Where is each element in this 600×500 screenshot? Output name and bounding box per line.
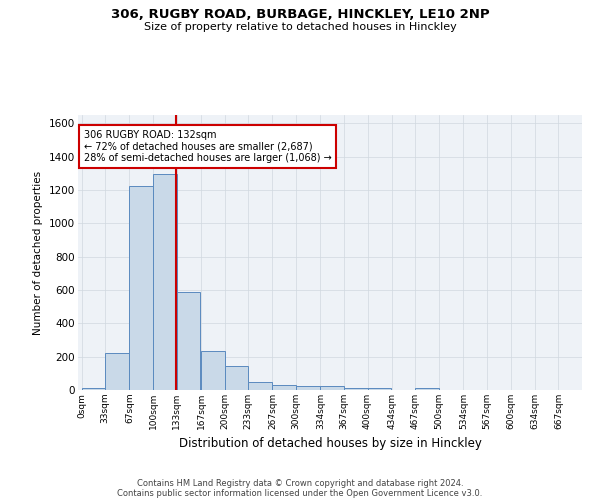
Text: Size of property relative to detached houses in Hinckley: Size of property relative to detached ho… <box>143 22 457 32</box>
Bar <box>320 386 344 390</box>
Bar <box>272 385 296 390</box>
Bar <box>296 386 320 390</box>
Text: Contains HM Land Registry data © Crown copyright and database right 2024.: Contains HM Land Registry data © Crown c… <box>137 478 463 488</box>
Bar <box>105 353 129 390</box>
Bar <box>368 388 391 390</box>
Text: 306, RUGBY ROAD, BURBAGE, HINCKLEY, LE10 2NP: 306, RUGBY ROAD, BURBAGE, HINCKLEY, LE10… <box>110 8 490 20</box>
Bar <box>224 366 248 390</box>
Bar <box>82 388 105 390</box>
Bar <box>248 382 272 390</box>
Text: Contains public sector information licensed under the Open Government Licence v3: Contains public sector information licen… <box>118 488 482 498</box>
Bar <box>344 388 368 390</box>
Bar <box>153 174 176 390</box>
Bar <box>201 352 224 390</box>
Text: 306 RUGBY ROAD: 132sqm
← 72% of detached houses are smaller (2,687)
28% of semi-: 306 RUGBY ROAD: 132sqm ← 72% of detached… <box>84 130 331 163</box>
Bar <box>130 186 153 390</box>
Y-axis label: Number of detached properties: Number of detached properties <box>34 170 43 334</box>
Bar <box>415 388 439 390</box>
X-axis label: Distribution of detached houses by size in Hinckley: Distribution of detached houses by size … <box>179 438 481 450</box>
Bar <box>176 292 200 390</box>
